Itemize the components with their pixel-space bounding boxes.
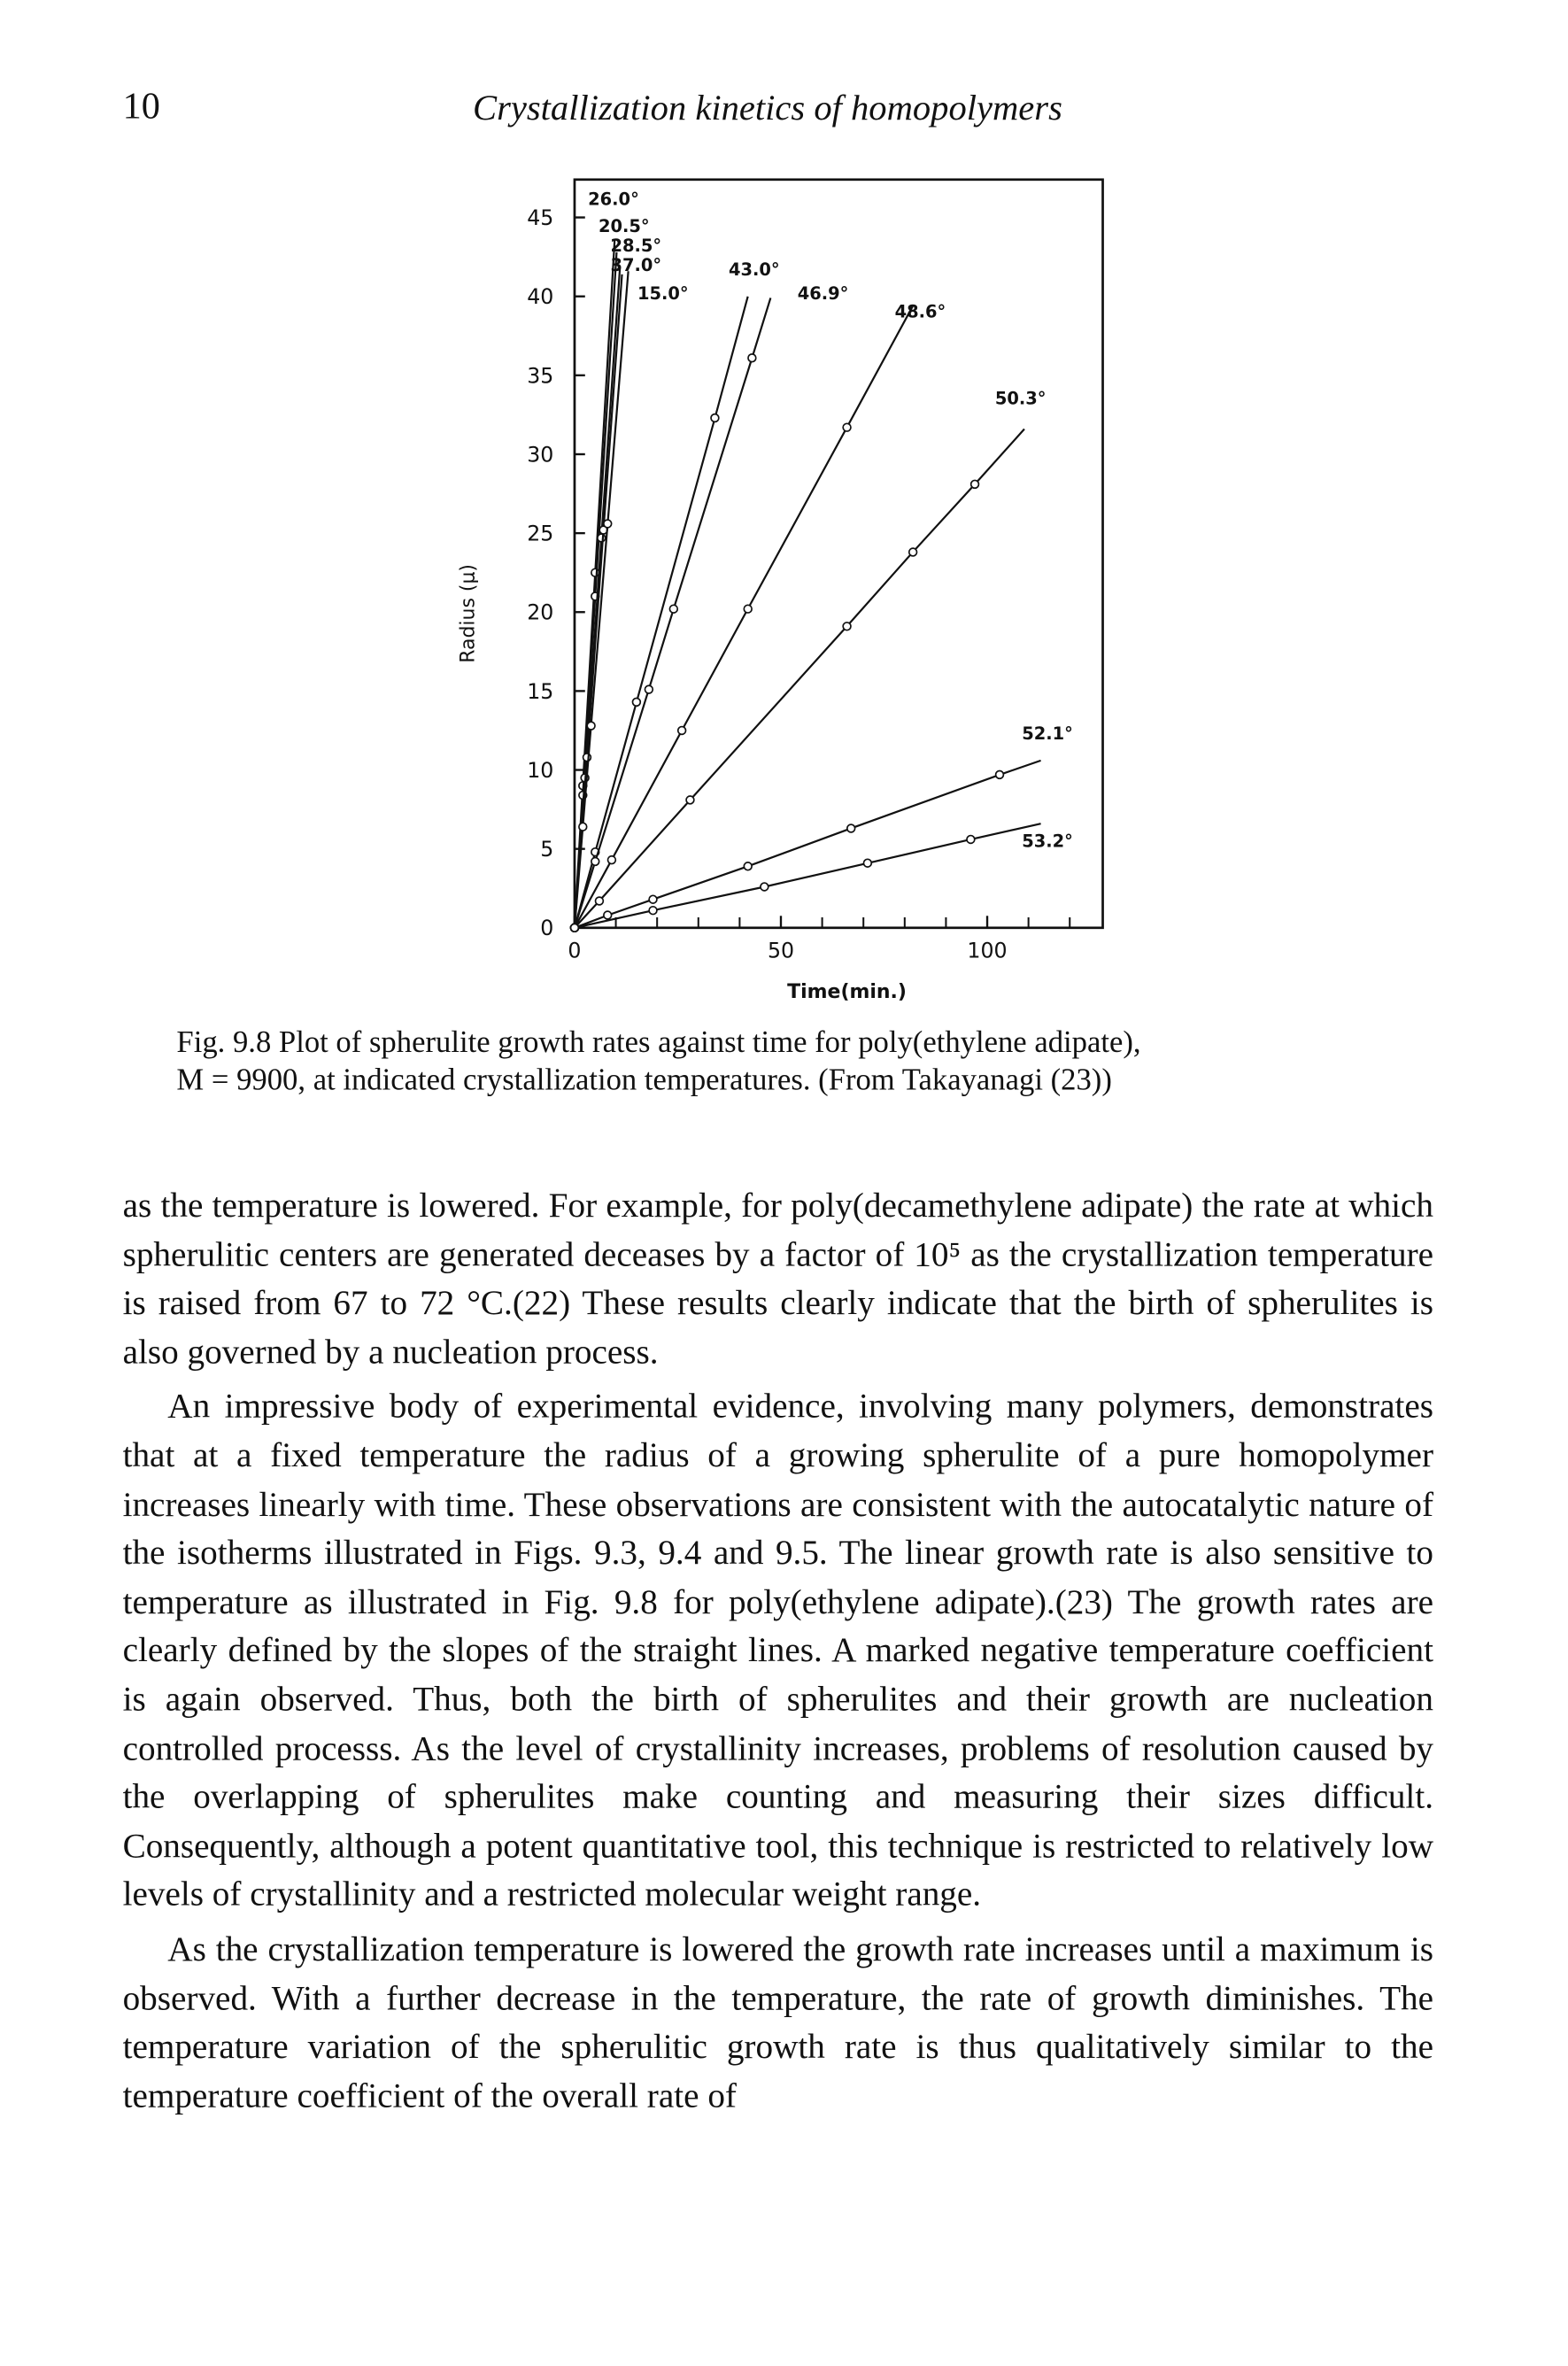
y-axis-label: Radius (μ) <box>458 564 480 663</box>
plot-frame <box>573 178 1104 930</box>
caption-line: Fig. 9.8 Plot of spherulite growth rates… <box>176 1026 1141 1060</box>
series-label: 20.5° <box>599 216 650 236</box>
chart: Time(min.) Radius (μ) 0 5 10 15 20 25 30 35 40 45… <box>458 178 1104 1003</box>
y-tick-label: 30 <box>527 442 553 467</box>
series-label: 26.0° <box>588 189 639 210</box>
data-point <box>648 905 658 916</box>
data-point <box>668 604 679 614</box>
data-point <box>591 856 600 867</box>
data-point <box>676 725 687 736</box>
series-line <box>574 428 1025 929</box>
y-tick-label: 40 <box>527 284 553 309</box>
data-point <box>582 753 592 762</box>
data-point <box>631 697 642 707</box>
data-point <box>603 519 613 529</box>
data-point <box>969 479 980 490</box>
x-tick-label: 0 <box>568 939 581 963</box>
data-point <box>846 823 856 833</box>
data-point <box>594 896 605 906</box>
paragraph: As the crystallization temperature is lo… <box>122 1929 1434 2116</box>
x-tick-label: 100 <box>967 939 1007 963</box>
page-number: 10 <box>122 87 160 128</box>
series-line <box>574 823 1041 929</box>
series-label: 50.3° <box>995 388 1047 408</box>
data-point <box>747 353 757 363</box>
data-point <box>644 684 654 694</box>
series-label: 28.5° <box>611 236 662 256</box>
data-point <box>862 858 873 868</box>
data-point <box>908 547 918 557</box>
data-point <box>710 413 720 423</box>
series-label: 43.0° <box>729 259 780 280</box>
y-tick-label: 5 <box>540 837 553 862</box>
series-label: 46.9° <box>798 283 849 304</box>
data-point <box>578 822 588 831</box>
paragraph: as the temperature is lowered. For examp… <box>122 1187 1434 1372</box>
data-point <box>842 422 852 432</box>
x-axis-label: Time(min.) <box>787 981 907 1003</box>
running-title: Crystallization kinetics of homopolymers <box>473 89 1062 129</box>
y-tick-label: 35 <box>527 363 553 388</box>
data-point <box>842 622 852 631</box>
x-tick-label: 50 <box>768 939 794 963</box>
series-label: 52.1° <box>1022 723 1073 744</box>
data-point <box>597 533 606 543</box>
series-line <box>573 305 915 929</box>
series-line <box>573 298 772 929</box>
data-point <box>994 769 1005 780</box>
caption-line: M = 9900, at indicated crystallization t… <box>176 1063 1112 1097</box>
y-tick-label: 20 <box>527 600 553 625</box>
series-label: 53.2° <box>1022 831 1073 852</box>
caption: Fig. 9.8 Plot of spherulite growth rates… <box>176 1025 1418 1101</box>
data-point <box>586 721 596 731</box>
paragraph: An impressive body of experimental evide… <box>122 1388 1434 1915</box>
data-point <box>743 862 753 871</box>
series-line <box>574 759 1041 929</box>
series-label: 37.0° <box>611 255 662 275</box>
y-tick-label: 45 <box>527 205 553 230</box>
y-tick-label: 0 <box>540 916 553 940</box>
y-tick-label: 10 <box>527 758 553 783</box>
series-label: 15.0° <box>637 283 689 304</box>
series-label: 48.6° <box>895 301 946 321</box>
y-tick-label: 25 <box>527 522 553 546</box>
data-point <box>648 894 658 904</box>
data-point <box>685 795 695 805</box>
body-text: as the temperature is lowered. For examp… <box>123 1182 1433 2127</box>
data-point <box>603 910 613 920</box>
data-point <box>966 834 976 845</box>
data-point <box>760 882 769 892</box>
data-point <box>743 604 753 614</box>
data-point <box>569 923 580 933</box>
y-tick-label: 15 <box>527 679 553 704</box>
data-point <box>606 854 617 865</box>
